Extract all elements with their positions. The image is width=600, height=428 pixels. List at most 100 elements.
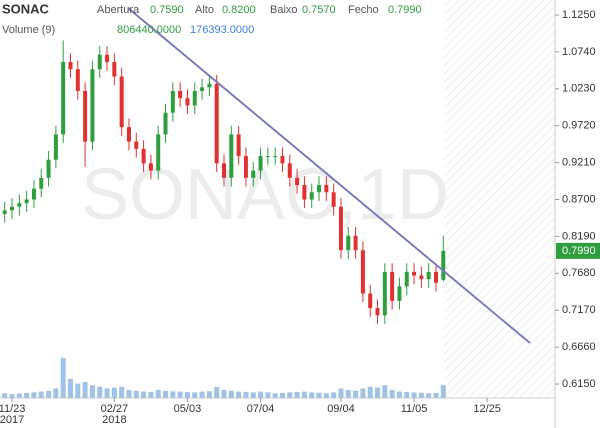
candle-body xyxy=(404,271,409,287)
volume-bar xyxy=(184,391,190,398)
volume-bar xyxy=(16,393,22,398)
candle-body xyxy=(353,235,358,251)
candle-body xyxy=(68,62,73,70)
candle-body xyxy=(112,62,117,77)
volume-bar xyxy=(250,392,256,398)
candle-body xyxy=(163,112,168,135)
volume-bar xyxy=(82,382,88,398)
volume-bar xyxy=(38,391,44,398)
volume-bar xyxy=(331,392,337,398)
volume-bar xyxy=(53,388,59,398)
volume-bar xyxy=(360,388,366,398)
candle-body xyxy=(53,134,58,160)
volume-bar xyxy=(353,390,359,398)
volume-bar xyxy=(206,391,212,398)
volume-bar xyxy=(243,391,249,398)
plot xyxy=(2,40,446,398)
candle-body xyxy=(90,69,95,142)
candle-body xyxy=(265,156,270,158)
volume-bar xyxy=(236,391,242,398)
volume-bar xyxy=(31,392,37,398)
volume-bar xyxy=(111,387,117,398)
candle-body xyxy=(134,141,139,149)
candle-body xyxy=(338,206,343,251)
candle-body xyxy=(433,271,438,283)
volume-bar xyxy=(265,392,271,398)
volume-bar xyxy=(67,378,73,398)
candle-body xyxy=(31,188,36,200)
header-value: 0.7590 xyxy=(150,4,184,16)
volume-bar xyxy=(294,391,300,398)
candle-body xyxy=(419,275,424,280)
volume-bar xyxy=(367,386,373,398)
candle-body xyxy=(10,206,15,211)
volume-bar xyxy=(440,385,446,398)
x-tick-label: 11/05 xyxy=(401,403,428,415)
volume-value: 806440.0000 xyxy=(117,24,181,36)
volume-bar xyxy=(221,390,227,398)
header-label: Baixo xyxy=(270,4,298,16)
y-tick-label: 0.9210 xyxy=(562,157,596,169)
candle-body xyxy=(273,156,278,158)
candle-body xyxy=(156,134,161,171)
candle-body xyxy=(317,185,322,193)
watermark: SONAC,1D xyxy=(81,155,449,235)
volume-bar xyxy=(309,392,315,398)
volume-bar xyxy=(279,392,285,398)
volume-bar xyxy=(433,392,439,398)
candle-body xyxy=(97,54,102,70)
volume-bar xyxy=(418,392,424,398)
candle-body xyxy=(412,271,417,276)
volume-bar xyxy=(258,391,264,398)
volume-bar xyxy=(75,383,81,398)
volume-bar xyxy=(323,393,329,398)
candle-body xyxy=(382,271,387,316)
candle-body xyxy=(105,54,110,63)
volume-bar xyxy=(177,391,183,398)
x-tick-label: 09/04 xyxy=(327,403,355,415)
candle-body xyxy=(368,293,373,309)
candle-body xyxy=(243,156,248,178)
candle-body xyxy=(17,203,22,207)
candle-body xyxy=(375,308,380,316)
future-area xyxy=(444,0,555,398)
candle-body xyxy=(426,271,431,280)
candle-body xyxy=(324,185,329,193)
volume-bar xyxy=(9,394,15,398)
candle-body xyxy=(200,87,205,91)
x-tick-label: 12/25 xyxy=(473,403,501,415)
volume-bar xyxy=(228,390,234,398)
y-tick-label: 0.9720 xyxy=(562,120,596,132)
volume-bar xyxy=(126,390,132,398)
volume-bar xyxy=(2,393,8,398)
volume-bar xyxy=(192,392,198,398)
candle-body xyxy=(83,90,88,142)
candle-body xyxy=(331,192,336,207)
candle-body xyxy=(24,199,29,204)
header-value: 0.8200 xyxy=(222,4,256,16)
volume-bar xyxy=(46,390,52,398)
trend-line xyxy=(127,7,531,344)
header-value: 0.7990 xyxy=(388,4,422,16)
volume-bar xyxy=(301,391,307,398)
candle-body xyxy=(170,90,175,113)
header-value: 0.7570 xyxy=(302,4,336,16)
volume-bar xyxy=(148,391,154,398)
candle-body xyxy=(397,286,402,301)
volume-bar xyxy=(170,391,176,398)
volume-bar xyxy=(404,391,410,398)
volume-bar xyxy=(396,391,402,398)
last-price-box xyxy=(556,242,600,259)
y-tick-label: 1.1250 xyxy=(562,9,596,21)
volume-bar xyxy=(338,388,344,398)
candle-body xyxy=(258,156,263,171)
candle-body xyxy=(251,170,256,178)
volume-bar xyxy=(426,393,432,398)
volume-bar xyxy=(155,390,161,398)
candle-body xyxy=(141,148,146,164)
volume-bar xyxy=(97,386,103,398)
x-tick-label: 02/27 xyxy=(101,403,129,415)
volume-bar xyxy=(199,391,205,398)
header-label: Alto xyxy=(195,4,214,16)
y-tick-label: 0.6660 xyxy=(562,341,596,353)
